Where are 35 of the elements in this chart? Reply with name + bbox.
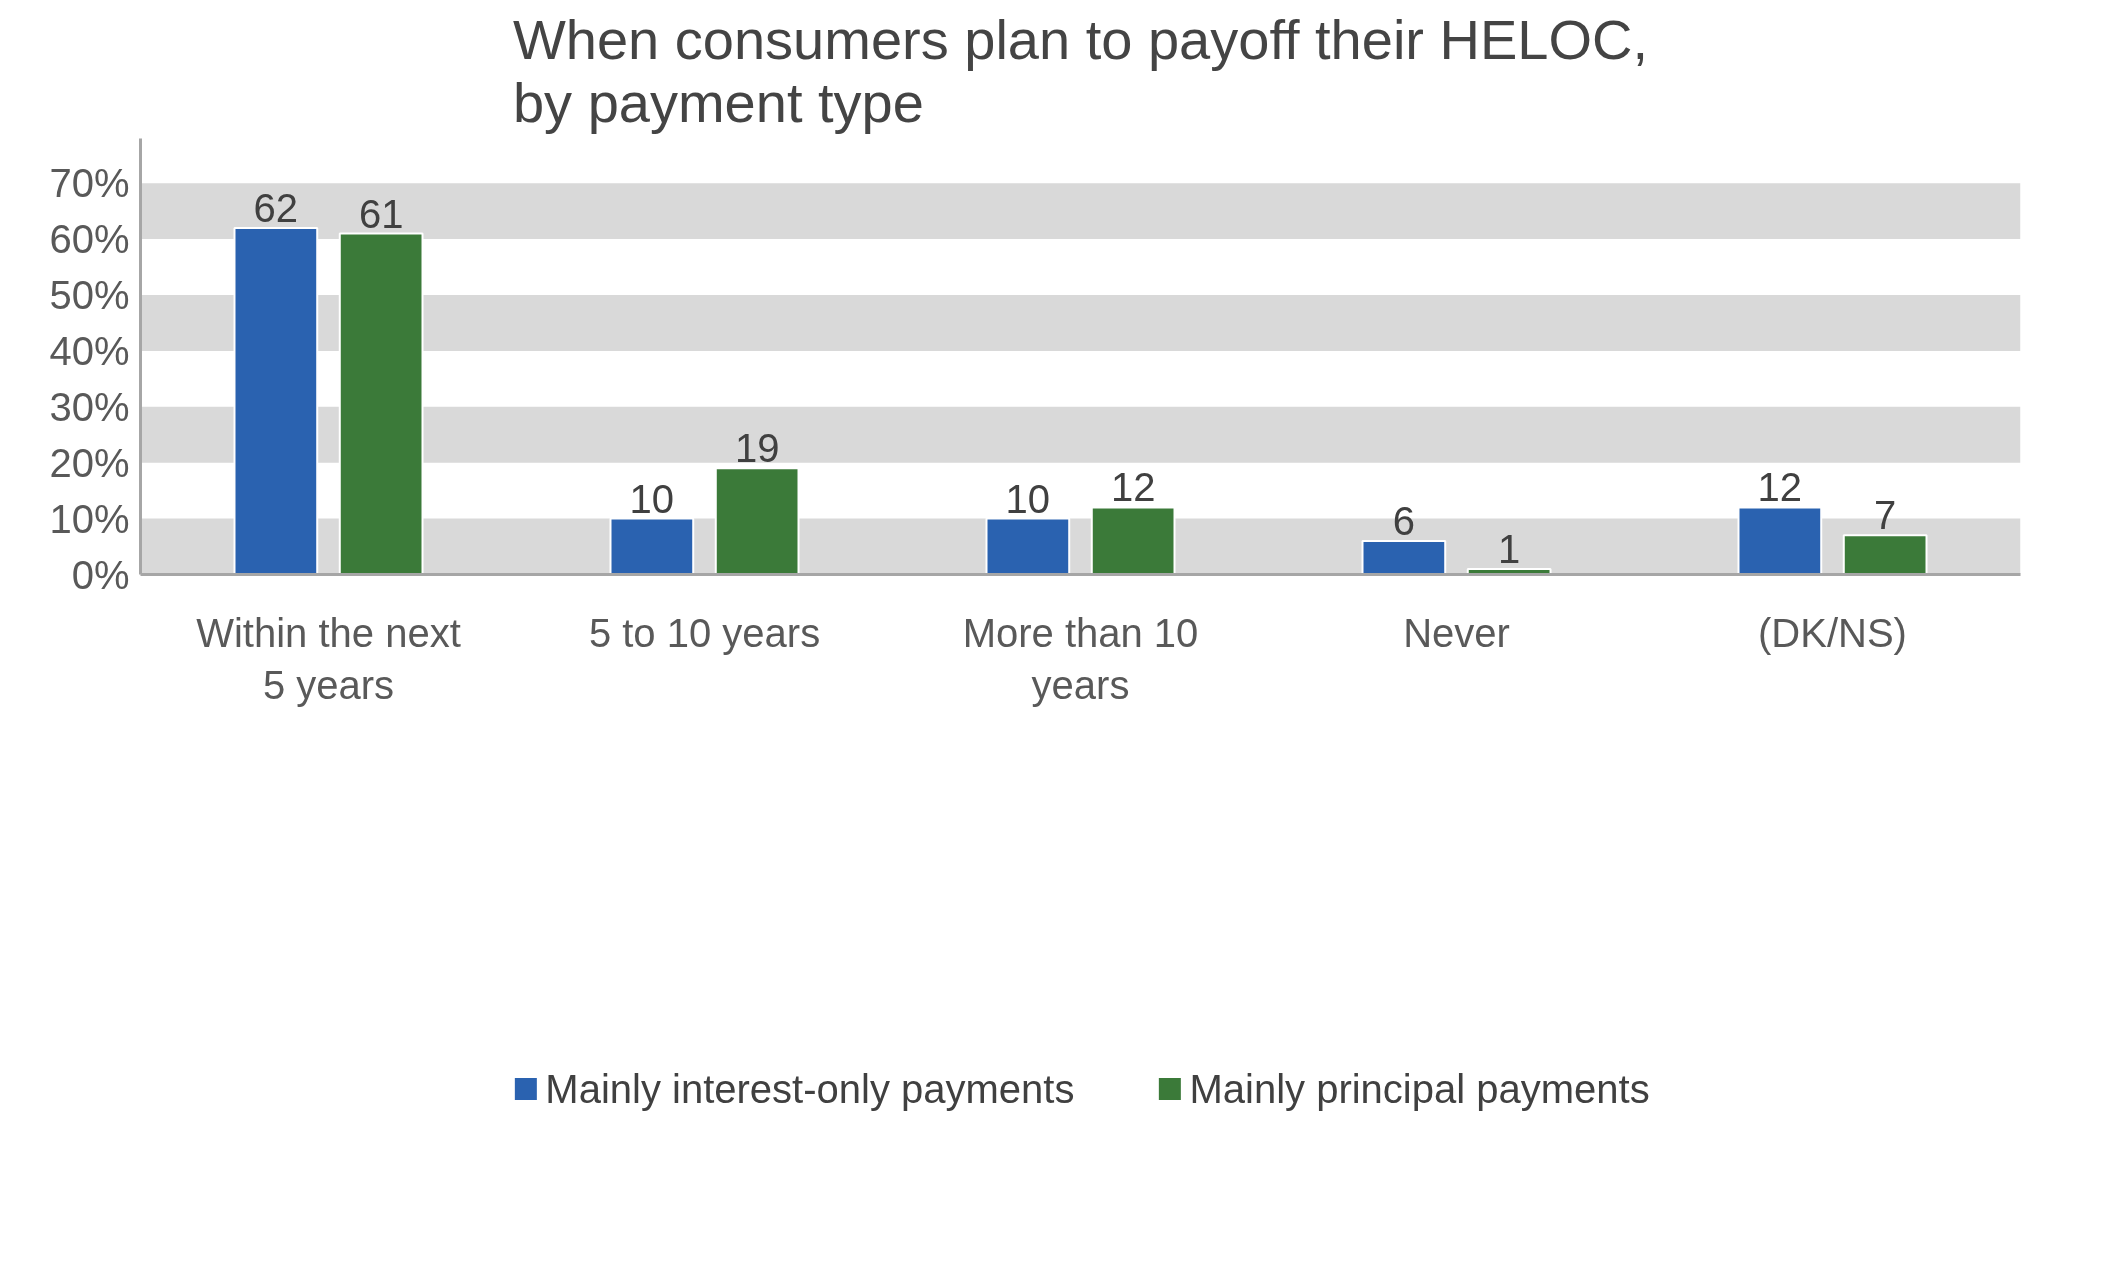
bar [1737,506,1823,575]
y-tick-label: 0% [71,552,130,597]
y-tick-label: 10% [49,496,130,541]
y-tick-label: 30% [49,384,130,429]
x-tick-label: More than 10 years [962,610,1199,708]
y-tick-label: 50% [49,273,130,318]
data-label: 7 [1874,493,1897,538]
bar [714,467,800,575]
data-label: 19 [734,426,780,471]
data-label: 12 [1110,465,1156,510]
y-tick-label: 20% [49,440,130,485]
data-label: 10 [629,476,675,521]
bar [609,517,695,575]
bar [1842,534,1928,575]
x-tick-label: 5 to 10 years [588,610,821,655]
data-label: 61 [358,191,404,236]
legend-label: Mainly principal payments [1189,1066,1650,1112]
x-tick-label: Never [1403,610,1510,655]
bar [985,517,1071,575]
data-label: 6 [1392,498,1415,543]
legend-label: Mainly interest-only payments [545,1066,1075,1112]
y-tick-label: 60% [49,217,130,262]
bar [1361,539,1447,575]
data-label: 10 [1005,476,1051,521]
bar [233,226,319,575]
bar [338,232,424,575]
data-label: 1 [1498,526,1521,571]
data-label: 12 [1757,465,1803,510]
x-tick-label: (DK/NS) [1758,610,1907,655]
data-label: 62 [253,185,299,230]
bar [1090,506,1176,575]
y-tick-label: 70% [49,161,130,206]
y-tick-label: 40% [49,328,130,373]
chart-title: When consumers plan to payoff their HELOC, by payment type [512,7,1649,134]
x-tick-label: Within the next 5 years [196,610,461,708]
